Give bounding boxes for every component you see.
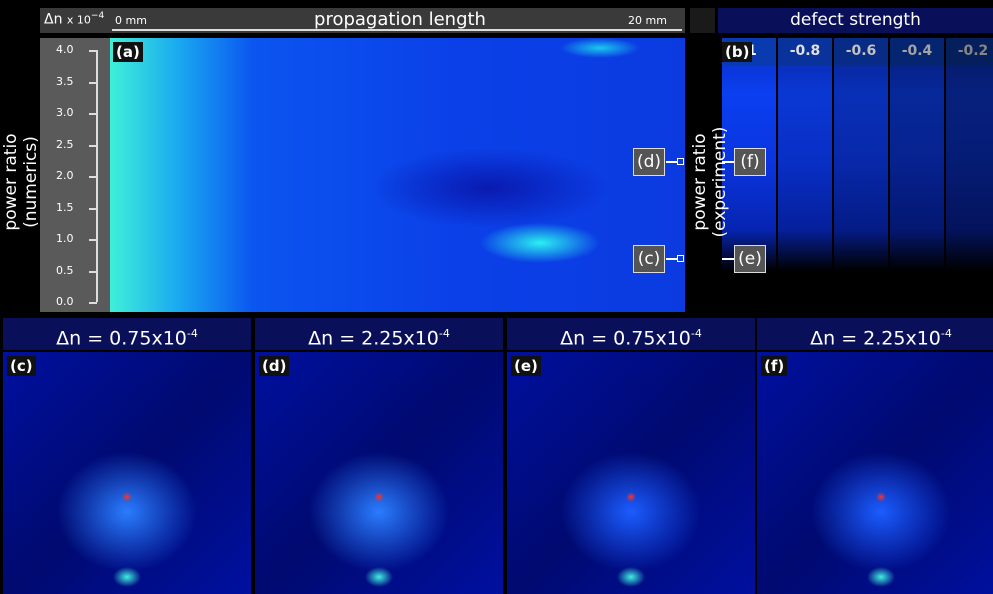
panel-title: Δn = 0.75x10-4 — [3, 318, 251, 350]
column-header: -0.8 — [778, 38, 832, 65]
x-start: 0 mm — [115, 14, 147, 27]
y-tick — [89, 239, 97, 241]
b-title: defect strength — [718, 8, 993, 33]
y-tick — [89, 176, 97, 178]
y-tick-label: 2.0 — [56, 169, 74, 182]
marker: (f) — [734, 148, 766, 176]
intensity-image — [507, 352, 755, 594]
intensity-image — [757, 352, 993, 594]
y-tick-label: 4.0 — [56, 43, 74, 56]
y-title: power ratio (experiment) — [690, 87, 730, 277]
panel-label: (f) — [761, 356, 787, 376]
unit-symbol: Δn — [44, 12, 62, 28]
x-title: propagation length — [290, 9, 510, 30]
y-title: power ratio (numerics) — [1, 97, 41, 267]
column-header: -0.4 — [890, 38, 944, 65]
scale-line — [112, 29, 682, 31]
marker: (e) — [734, 245, 766, 273]
panel-label: (a) — [113, 42, 143, 62]
y-tick — [89, 302, 97, 304]
panel-label: (b) — [722, 42, 752, 62]
x-end: 20 mm — [628, 14, 667, 27]
panel-label: (e) — [511, 356, 541, 376]
y-tick — [89, 50, 97, 52]
column-header: -0.2 — [946, 38, 993, 65]
y-tick-label: 1.0 — [56, 232, 74, 245]
marker-point — [677, 255, 684, 262]
y-tick — [89, 208, 97, 210]
b-column: -0.6 — [834, 38, 888, 312]
y-tick — [89, 113, 97, 115]
exponent: -4 — [691, 327, 702, 340]
marker-line — [722, 258, 734, 260]
panel-label: (c) — [7, 356, 36, 376]
panel-label: (d) — [259, 356, 289, 376]
unit-exponent: −4 — [91, 11, 104, 21]
panel-title: Δn = 0.75x10-4 — [507, 318, 755, 350]
figure: Δn x 10−4 0 mm 20 mm propagation length … — [0, 0, 993, 594]
b-column: -0.4 — [890, 38, 944, 312]
b-column: -0.2 — [946, 38, 993, 312]
column-header: -0.6 — [834, 38, 888, 65]
intensity-image — [255, 352, 503, 594]
panel-title: Δn = 2.25x10-4 — [255, 318, 503, 350]
panel-title: Δn = 2.25x10-4 — [757, 318, 993, 350]
marker-point — [677, 158, 684, 165]
y-tick-label: 3.5 — [56, 75, 74, 88]
y-tick-label: 1.5 — [56, 201, 74, 214]
y-tick — [89, 271, 97, 273]
y-tick-label: 0.0 — [56, 295, 74, 308]
y-tick-label: 3.0 — [56, 106, 74, 119]
y-tick-label: 2.5 — [56, 138, 74, 151]
unit-factor: x 10 — [67, 14, 91, 27]
marker: (d) — [633, 148, 665, 176]
b-column: -0.8 — [778, 38, 832, 312]
intensity-image — [3, 352, 251, 594]
unit-label: Δn x 10−4 — [44, 11, 104, 28]
y-tick — [89, 145, 97, 147]
heatmap-a — [110, 38, 685, 312]
exponent: -4 — [941, 327, 952, 340]
exponent: -4 — [439, 327, 450, 340]
y-tick — [89, 82, 97, 84]
exponent: -4 — [187, 327, 198, 340]
y-axis-band — [40, 38, 110, 312]
y-tick-label: 0.5 — [56, 264, 74, 277]
marker: (c) — [633, 245, 665, 273]
spacer — [690, 8, 715, 33]
marker-line — [722, 161, 734, 163]
